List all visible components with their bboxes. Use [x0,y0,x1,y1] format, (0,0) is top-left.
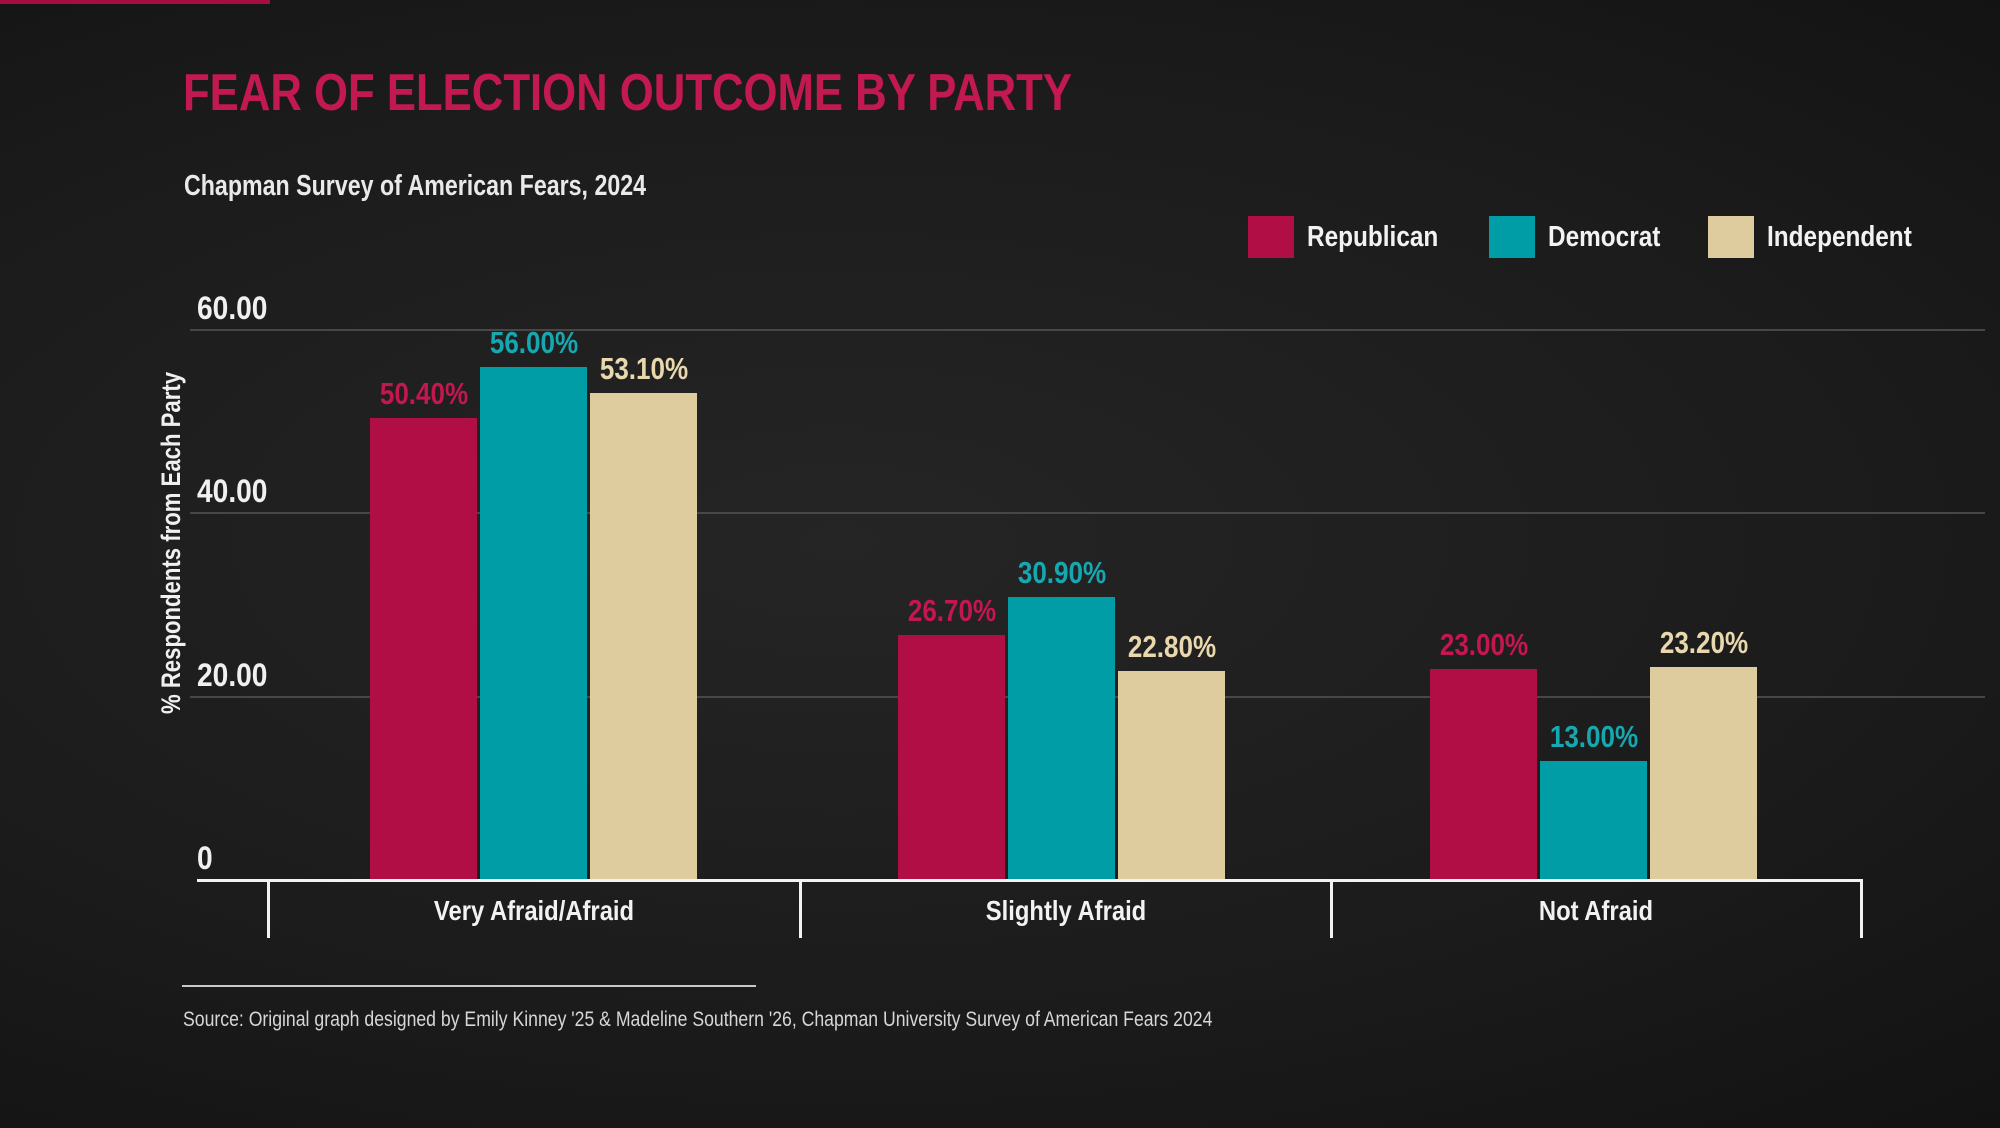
legend-label: Independent [1767,220,1912,253]
legend-label: Democrat [1548,220,1661,253]
bar-democrat-very-afraid-afraid [480,366,587,880]
x-axis-tick-0 [267,880,270,938]
value-label-independent-not-afraid: 23.20% [1659,625,1748,661]
value-label-democrat-slightly-afraid: 30.90% [1017,554,1106,590]
bar-democrat-not-afraid [1540,760,1647,880]
value-label-democrat-very-afraid-afraid: 56.00% [489,324,578,360]
legend-item-democrat: Democrat [1489,216,1682,258]
x-category-label-slightly-afraid: Slightly Afraid [985,895,1146,926]
value-label-independent-very-afraid-afraid: 53.10% [599,351,688,387]
gridline-60 [190,329,1985,331]
y-tick-label-60: 60.00 [197,290,268,326]
legend-label: Republican [1307,220,1439,253]
x-category-label-not-afraid: Not Afraid [1538,895,1654,926]
x-category-label-very-afraid-afraid: Very Afraid/Afraid [433,895,635,926]
y-axis-title: % Respondents from Each Party [156,371,186,715]
bar-republican-very-afraid-afraid [370,418,477,880]
value-label-democrat-not-afraid: 13.00% [1549,718,1638,754]
x-axis-tick-1 [799,880,802,938]
x-axis-line [197,879,1863,882]
y-tick-label-40: 40.00 [197,473,268,510]
bar-independent-very-afraid-afraid [590,393,697,880]
value-label-independent-slightly-afraid: 22.80% [1127,629,1216,664]
bar-democrat-slightly-afraid [1008,596,1115,880]
value-label-republican-slightly-afraid: 26.70% [907,593,996,629]
chart-subtitle: Chapman Survey of American Fears, 2024 [184,170,647,202]
legend-item-independent: Independent [1708,216,1939,258]
bar-republican-not-afraid [1430,669,1537,880]
y-tick-label-20: 20.00 [197,656,268,693]
legend-swatch-republican [1248,216,1294,258]
value-label-republican-very-afraid-afraid: 50.40% [379,376,468,411]
legend-swatch-democrat [1489,216,1536,258]
source-credit: Source: Original graph designed by Emily… [183,1008,1213,1031]
value-label-republican-not-afraid: 23.00% [1439,627,1528,663]
legend-item-republican: Republican [1248,216,1463,258]
bar-republican-slightly-afraid [898,635,1005,880]
x-axis-tick-3 [1860,880,1863,938]
legend: Republican Democrat Independent [1248,216,1939,258]
top-accent-bar [0,0,270,4]
chart-title: FEAR OF ELECTION OUTCOME BY PARTY [183,64,1073,122]
bar-independent-slightly-afraid [1118,671,1225,880]
x-axis-tick-2 [1330,880,1333,938]
y-tick-label-0: 0 [197,840,213,876]
source-divider-line [182,985,756,987]
legend-swatch-independent [1708,216,1755,258]
bar-independent-not-afraid [1650,667,1757,880]
gridline-40 [190,512,1985,515]
